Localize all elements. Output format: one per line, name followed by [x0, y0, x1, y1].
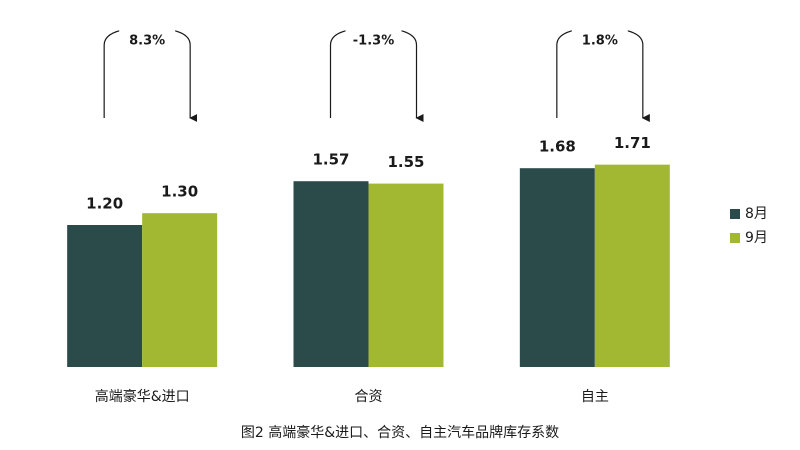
annotation: 8.3%: [129, 34, 165, 49]
bar: [293, 181, 369, 367]
bar: [368, 183, 444, 367]
annotation-box: [345, 17, 402, 39]
value-label: 1.71: [614, 134, 651, 152]
value-label: 1.57: [312, 151, 349, 169]
value-label: 1.20: [86, 195, 123, 213]
x-tick-label: 合资: [355, 389, 383, 405]
legend-label: 8月: [745, 206, 768, 222]
legend-swatch: [730, 233, 740, 243]
bar: [142, 213, 218, 367]
x-tick-label: 高端豪华&进口: [95, 388, 190, 405]
bar: [594, 164, 670, 367]
value-label: 1.68: [539, 138, 576, 156]
annotation-box: [119, 17, 176, 39]
legend-label: 9月: [745, 230, 768, 246]
annotation: -1.3%: [353, 34, 394, 49]
legend-swatch: [730, 209, 740, 219]
chart-title: 图2 高端豪华&进口、合资、自主汽车品牌库存系数: [241, 424, 559, 441]
bar: [67, 225, 143, 367]
annotation-box: [571, 17, 628, 39]
bar: [519, 168, 595, 367]
x-tick-label: 自主: [581, 389, 609, 405]
annotation: 1.8%: [582, 34, 618, 49]
value-label: 1.30: [161, 183, 198, 201]
value-label: 1.55: [387, 153, 424, 171]
